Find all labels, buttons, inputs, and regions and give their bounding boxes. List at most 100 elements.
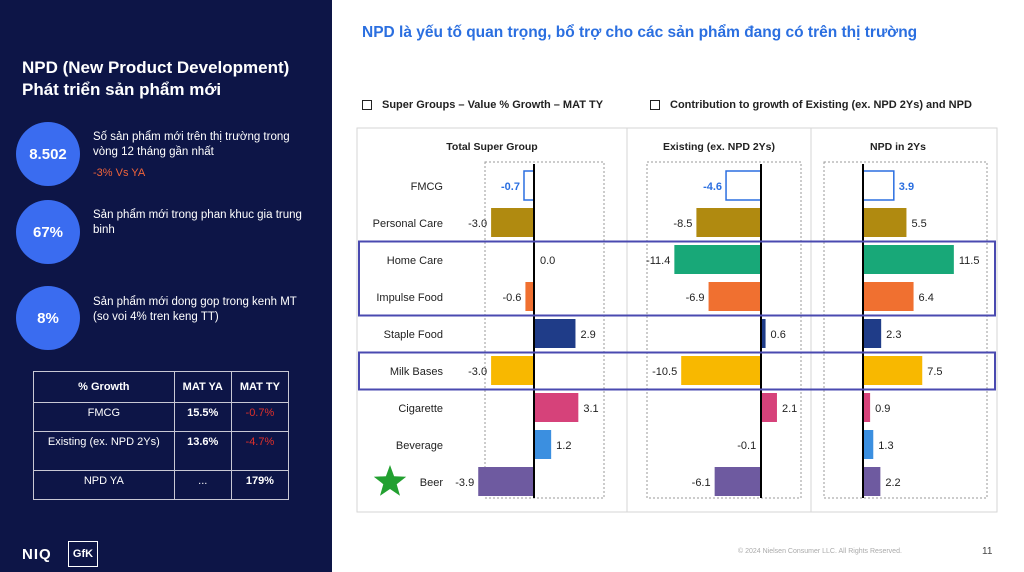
stat-text-mt: Sản phẩm mới dong gop trong kenh MT (so … bbox=[93, 296, 297, 323]
page-number: 11 bbox=[982, 546, 993, 557]
panel-dashed-box bbox=[823, 161, 988, 499]
subheading-super-groups: Super Groups – Value % Growth – MAT TY bbox=[362, 99, 603, 111]
bar bbox=[525, 282, 534, 311]
table-row: NPD YA ... 179% bbox=[33, 470, 290, 500]
data-label: 2.1 bbox=[782, 403, 797, 415]
bar bbox=[725, 170, 762, 201]
data-label: -3.0 bbox=[468, 366, 487, 378]
subheading-contribution: Contribution to growth of Existing (ex. … bbox=[650, 99, 972, 111]
panel-title: NPD (New Product Development) Phát triển… bbox=[22, 57, 289, 101]
checkbox-icon bbox=[362, 100, 372, 110]
stat-circle-mt: 8% bbox=[16, 286, 80, 350]
data-label: -3.9 bbox=[455, 477, 474, 489]
data-label: 7.5 bbox=[927, 366, 942, 378]
gfk-logo: GfK bbox=[68, 541, 98, 567]
bar bbox=[681, 356, 761, 385]
bar bbox=[863, 430, 874, 459]
data-label: 0.0 bbox=[540, 255, 555, 267]
bar bbox=[863, 393, 871, 422]
data-label: 1.2 bbox=[556, 440, 571, 452]
bar bbox=[523, 170, 535, 201]
data-label: 2.9 bbox=[580, 329, 595, 341]
data-label: -0.1 bbox=[737, 440, 756, 452]
category-label: Home Care bbox=[387, 255, 443, 267]
growth-header-cell: MAT TY bbox=[230, 371, 290, 403]
data-label: -0.6 bbox=[502, 292, 521, 304]
subheading-text: Super Groups – Value % Growth – MAT TY bbox=[382, 99, 604, 111]
bar bbox=[761, 393, 777, 422]
stat-text-price: Sản phẩm mới trong phan khuc gia trung b… bbox=[93, 209, 302, 236]
growth-table-header: % Growth MAT YA MAT TY bbox=[33, 371, 290, 403]
bar bbox=[534, 430, 552, 459]
stat-circle-products: 8.502 bbox=[16, 122, 80, 186]
data-label: 1.3 bbox=[878, 440, 893, 452]
bar bbox=[863, 282, 914, 311]
bar bbox=[863, 208, 907, 237]
category-label: Personal Care bbox=[373, 218, 443, 230]
data-label: 2.2 bbox=[885, 477, 900, 489]
category-label: Cigarette bbox=[398, 403, 443, 415]
data-label: 3.9 bbox=[899, 181, 914, 193]
stat-text-products: Số sản phẩm mới trên thị trường trong vò… bbox=[93, 131, 290, 158]
bar bbox=[478, 467, 534, 496]
bar bbox=[674, 245, 761, 274]
chart-frame bbox=[356, 127, 998, 513]
category-label: Impulse Food bbox=[376, 292, 443, 304]
data-label: -8.5 bbox=[673, 218, 692, 230]
data-label: -11.4 bbox=[646, 255, 670, 267]
stat-sub-products: -3% Vs YA bbox=[93, 167, 146, 179]
main-title: NPD là yếu tố quan trọng, bổ trợ cho các… bbox=[362, 24, 918, 41]
data-label: 5.5 bbox=[911, 218, 926, 230]
data-label: 0.6 bbox=[771, 329, 786, 341]
bar bbox=[696, 208, 761, 237]
stat-circle-price: 67% bbox=[16, 200, 80, 264]
growth-chart: FMCG Personal Care Home Care Impulse Food St… bbox=[356, 127, 998, 513]
niq-logo: NIQ bbox=[22, 546, 52, 563]
category-label: Beer bbox=[420, 477, 444, 489]
panel-dashed-box bbox=[646, 161, 802, 499]
data-label: -3.0 bbox=[468, 218, 487, 230]
data-label: 6.4 bbox=[919, 292, 934, 304]
bar bbox=[862, 170, 895, 201]
panel-title: Total Super Group bbox=[446, 141, 537, 153]
highlight-box bbox=[358, 240, 996, 317]
copyright-footer: © 2024 Nielsen Consumer LLC. All Rights … bbox=[738, 548, 902, 555]
data-label: -6.1 bbox=[692, 477, 711, 489]
category-label: FMCG bbox=[411, 181, 443, 193]
table-cell: NPD YA bbox=[33, 470, 175, 500]
table-cell: 15.5% bbox=[173, 402, 232, 432]
subheading-text: Contribution to growth of Existing (ex. … bbox=[670, 99, 972, 111]
panel-title: Existing (ex. NPD 2Ys) bbox=[663, 141, 775, 153]
bar bbox=[714, 467, 761, 496]
bar bbox=[761, 319, 766, 348]
bar bbox=[863, 356, 923, 385]
growth-header-cell: % Growth bbox=[33, 371, 175, 403]
table-cell: 179% bbox=[230, 470, 290, 500]
panel-title: NPD in 2Ys bbox=[870, 141, 926, 153]
panel-dashed-box bbox=[484, 161, 605, 499]
table-cell: FMCG bbox=[33, 402, 175, 432]
table-cell: 13.6% bbox=[173, 431, 232, 471]
table-cell: -4.7% bbox=[230, 431, 290, 471]
growth-table: % Growth MAT YA MAT TY FMCG 15.5% -0.7% … bbox=[33, 371, 290, 500]
table-cell: -0.7% bbox=[230, 402, 290, 432]
highlight-box bbox=[358, 351, 996, 391]
data-label: -10.5 bbox=[652, 366, 677, 378]
bar bbox=[491, 356, 534, 385]
bar bbox=[534, 393, 579, 422]
panel-title-line1: NPD (New Product Development) bbox=[22, 58, 290, 77]
table-cell: ... bbox=[173, 470, 232, 500]
category-label: Milk Bases bbox=[390, 366, 444, 378]
table-row: FMCG 15.5% -0.7% bbox=[33, 402, 290, 432]
data-label: -4.6 bbox=[703, 181, 722, 193]
data-label: -6.9 bbox=[686, 292, 705, 304]
category-label: Staple Food bbox=[384, 329, 443, 341]
bar bbox=[534, 319, 576, 348]
table-cell: Existing (ex. NPD 2Ys) bbox=[33, 431, 175, 471]
left-panel: NPD (New Product Development) Phát triển… bbox=[0, 0, 332, 572]
table-row: Existing (ex. NPD 2Ys) 13.6% -4.7% bbox=[33, 431, 290, 471]
checkbox-icon bbox=[650, 100, 660, 110]
bar bbox=[863, 245, 954, 274]
data-label: 11.5 bbox=[959, 255, 980, 267]
bar bbox=[863, 467, 881, 496]
